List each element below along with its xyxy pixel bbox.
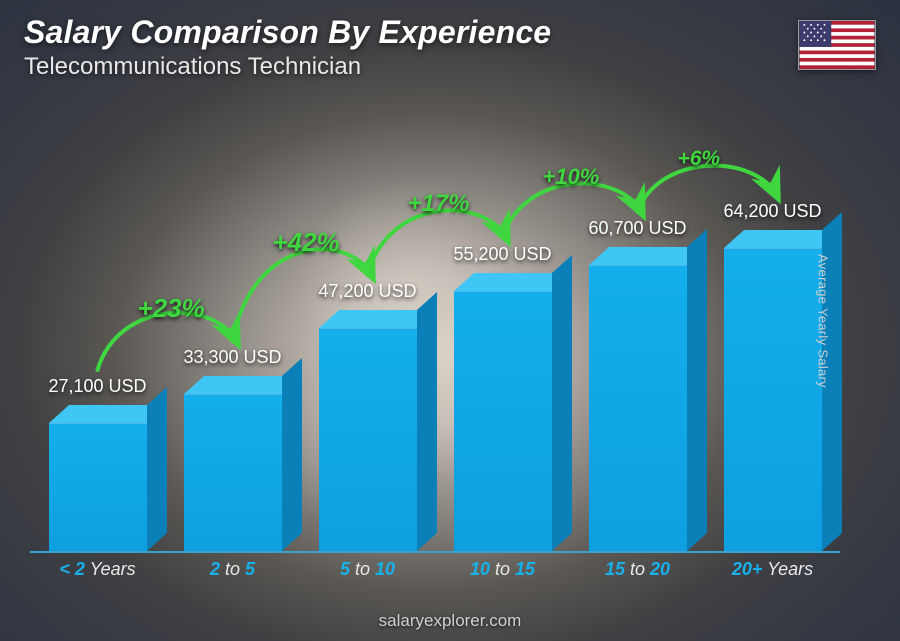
bar bbox=[49, 423, 147, 551]
x-axis-label: 10 to 15 bbox=[435, 553, 570, 581]
value-label: 33,300 USD bbox=[183, 347, 281, 368]
chart-area: 27,100 USD 33,300 USD 47,200 USD 55,200 … bbox=[30, 120, 840, 581]
bar bbox=[454, 291, 552, 551]
country-flag-icon bbox=[798, 20, 876, 70]
y-axis-label: Average Yearly Salary bbox=[816, 254, 831, 388]
bar-slot: 27,100 USD bbox=[30, 376, 165, 551]
x-axis-label: 20+ Years bbox=[705, 553, 840, 581]
value-label: 55,200 USD bbox=[453, 244, 551, 265]
page-title: Salary Comparison By Experience bbox=[24, 14, 876, 51]
x-axis-label: 2 to 5 bbox=[165, 553, 300, 581]
bar-slot: 33,300 USD bbox=[165, 347, 300, 551]
bar bbox=[184, 394, 282, 551]
attribution: salaryexplorer.com bbox=[0, 611, 900, 631]
bar-slot: 60,700 USD bbox=[570, 218, 705, 551]
bar-slot: 55,200 USD bbox=[435, 244, 570, 551]
value-label: 27,100 USD bbox=[48, 376, 146, 397]
value-label: 64,200 USD bbox=[723, 201, 821, 222]
x-axis: < 2 Years 2 to 5 5 to 10 10 to 15 15 to … bbox=[30, 551, 840, 581]
bars-container: 27,100 USD 33,300 USD 47,200 USD 55,200 … bbox=[30, 120, 840, 551]
x-axis-label: 5 to 10 bbox=[300, 553, 435, 581]
value-label: 60,700 USD bbox=[588, 218, 686, 239]
header: Salary Comparison By Experience Telecomm… bbox=[24, 14, 876, 81]
x-axis-label: < 2 Years bbox=[30, 553, 165, 581]
x-axis-label: 15 to 20 bbox=[570, 553, 705, 581]
bar bbox=[589, 265, 687, 551]
bar bbox=[724, 248, 822, 551]
bar-slot: 47,200 USD bbox=[300, 281, 435, 551]
page-subtitle: Telecommunications Technician bbox=[24, 53, 876, 81]
value-label: 47,200 USD bbox=[318, 281, 416, 302]
bar bbox=[319, 328, 417, 551]
